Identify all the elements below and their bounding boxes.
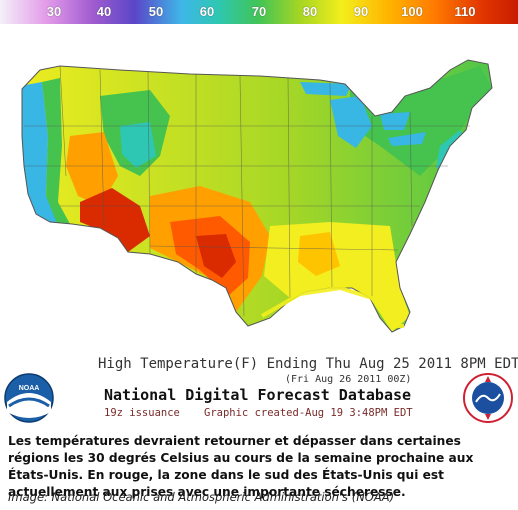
nws-logo (463, 373, 513, 423)
map-canvas (21, 59, 493, 333)
state-border (59, 65, 67, 177)
colorbar-tick: 30 (46, 4, 62, 19)
state-border (99, 69, 105, 227)
colorbar-tick: 100 (401, 4, 423, 19)
colorbar-tick: 60 (199, 4, 215, 19)
desert-southwest-zone (80, 188, 150, 252)
lake-michigan (330, 96, 372, 148)
noaa-logo: NOAA (4, 373, 54, 423)
issuance-label: 19z issuance (104, 407, 180, 419)
southeast-zone (264, 222, 410, 332)
caption-text: Les températures devraient retourner et … (8, 434, 474, 499)
state-border (329, 81, 333, 289)
map-header: High Temperature(F) Ending Thu Aug 25 20… (98, 356, 518, 372)
lake-erie (388, 132, 426, 146)
created-label: Graphic created-Aug 19 3:48PM EDT (204, 407, 413, 419)
state-border (239, 75, 245, 317)
usa-outline (21, 59, 493, 333)
great-basin-zone (66, 132, 118, 206)
lake-huron (380, 112, 410, 130)
image-credit: Image: National Oceanic and Atmospheric … (8, 490, 395, 504)
temperature-colorbar: 30 40 50 60 70 80 90 100 110 (0, 0, 518, 24)
cool-coast-zone (22, 82, 60, 226)
deep-south-zone (298, 232, 340, 276)
rockies-teal-zone (120, 122, 156, 168)
coast-green-zone (42, 78, 70, 226)
colorbar-tick: 70 (251, 4, 267, 19)
state-borders (24, 65, 470, 317)
noaa-logo-text: NOAA (19, 385, 40, 392)
colorbar-tick: 40 (96, 4, 112, 19)
colorbar-tick: 90 (353, 4, 369, 19)
drought-core-zone (196, 234, 236, 278)
usa-temperature-map (0, 26, 518, 358)
state-border (149, 245, 399, 251)
colorbar-gradient (0, 0, 518, 24)
colorbar-tick: 50 (148, 4, 164, 19)
state-border (147, 71, 151, 255)
state-border (287, 77, 291, 299)
colorbar-tick: 110 (454, 4, 476, 19)
state-border (409, 111, 413, 227)
colorbar-tick: 80 (302, 4, 318, 19)
map-subheader: (Fri Aug 26 2011 00Z) (285, 374, 412, 385)
lake-superior (300, 82, 352, 96)
gulf-coast-band (260, 285, 404, 328)
database-title: National Digital Forecast Database (104, 386, 412, 404)
